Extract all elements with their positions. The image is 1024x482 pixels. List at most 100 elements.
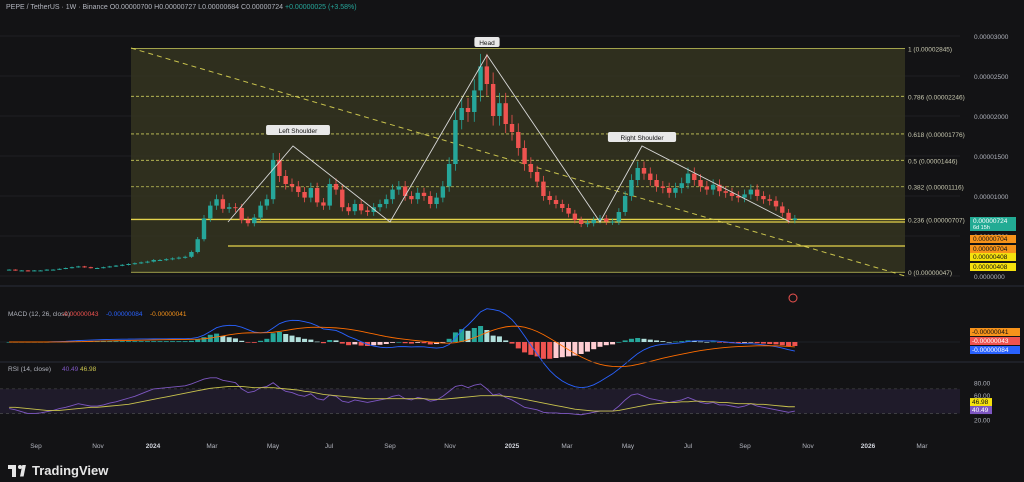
macd-histogram-bar [446,338,452,342]
macd-histogram-bar [396,342,402,343]
candle-body [786,212,791,220]
macd-histogram-bar [610,342,616,345]
candle-body [478,66,483,91]
candle-body [76,266,81,268]
candle-body [390,189,395,200]
candle-body [547,196,552,200]
candle-body [654,180,659,187]
candle-body [258,205,263,218]
macd-histogram-bar [163,341,169,342]
macd-histogram-bar [245,342,251,343]
macd-histogram-bar [760,342,766,344]
macd-histogram-bar [176,341,182,342]
macd-histogram-bar [698,341,704,343]
candle-body [226,207,232,209]
macd-histogram-bar [490,335,496,342]
candle-body [13,269,18,271]
candle-body [25,270,31,272]
macd-histogram-bar [138,341,144,342]
candle-body [453,120,458,164]
time-axis: Sep Nov 2024 Mar May Jul Sep Nov 2025 Mar May Jul Se… [30,443,928,450]
macd-histogram-bar [484,330,490,342]
candle-body [572,213,578,220]
time-tick-label: Mar [206,443,218,450]
candle-body [522,148,527,164]
rsi-tick-label: 80.00 [974,381,991,388]
price-badge [970,253,1016,261]
macd-histogram-bar [440,342,446,343]
macd-histogram-bar [735,342,741,344]
candle-body [648,173,653,180]
macd-histogram-bar [786,342,792,346]
macd-histogram-bar [704,342,710,343]
signal-line [9,325,795,368]
macd-histogram-bar [572,342,578,356]
candle-body [176,257,182,259]
macd-histogram-bar [126,341,132,342]
macd-histogram-bar [603,342,609,346]
candle-body [761,196,766,200]
candle-body [409,196,414,200]
candle-body [19,270,24,272]
macd-histogram-bar [352,342,358,345]
tradingview-logo[interactable]: TradingView [8,463,108,478]
candle-body [754,189,760,196]
macd-histogram-bar [459,329,465,342]
candle-body [138,262,144,264]
macd-histogram-bar [295,337,301,342]
macd-histogram-bar [170,341,176,342]
candle-body [352,204,358,212]
annotation-box [607,132,677,142]
fib-level-label: 0 (0.00000047) [908,270,952,277]
candle-body [214,199,219,206]
macd-histogram-bar [622,340,628,342]
candle-body [472,90,477,112]
candle-body [365,210,370,212]
price-badge-subtext: 6d 15h [973,225,990,231]
candle-body [88,267,94,269]
rsi-axis-badge-text: 40.49 [972,407,989,414]
macd-histogram-bar [754,342,760,344]
macd-histogram-bar [251,342,257,343]
fib-level-label: 0.382 (0.00001116) [908,185,964,192]
candle-body [208,205,213,219]
candle-body [641,168,647,174]
candle-body [692,173,697,180]
macd-histogram-bar [773,342,779,345]
pane-labels [0,285,1024,363]
change-value: +0.00000025 (+3.58%) [285,4,357,11]
candle-body [264,199,270,206]
price-badge [970,217,1016,231]
candle-body [673,188,678,193]
candle-body [120,264,125,266]
candle-body [465,108,471,112]
candle-body [396,186,402,190]
candle-body [358,204,364,211]
price-axis: 0.00003000 0.00002500 0.00002000 0.00001500… [970,34,1016,281]
high-label: H [154,4,160,11]
time-tick-label: Nov [802,443,814,450]
rsi-value: 40.49 [62,366,79,373]
macd-histogram-bar [509,342,515,344]
macd-histogram-bar [232,338,238,342]
candle-body [145,261,150,263]
candle-body [616,212,622,222]
macd-line [9,308,795,389]
price-badge-text: 0.00000704 [973,246,1008,253]
price-tick-label: 0.00001000 [974,194,1009,201]
candle-body [578,220,584,224]
candle-body [151,260,156,262]
macd-histogram-bar [427,342,433,345]
fib-level-label: 0.618 (0.00001776) [908,132,965,139]
macd-histogram-bar [201,337,207,342]
rsi-axis-badge-text: 46.98 [972,399,989,406]
fibonacci-retracement: 1 (0.00002845) 0.786 (0.00002246) 0.618 (0… [131,46,965,277]
open-label: O [109,4,116,11]
macd-histogram-bar [496,336,502,342]
candle-body [32,270,37,272]
fib-level-label: 0.786 (0.00002246) [908,94,965,101]
candle-body [164,259,169,261]
annotation-label: Head [479,40,495,47]
macd-histogram-bar [151,341,157,342]
